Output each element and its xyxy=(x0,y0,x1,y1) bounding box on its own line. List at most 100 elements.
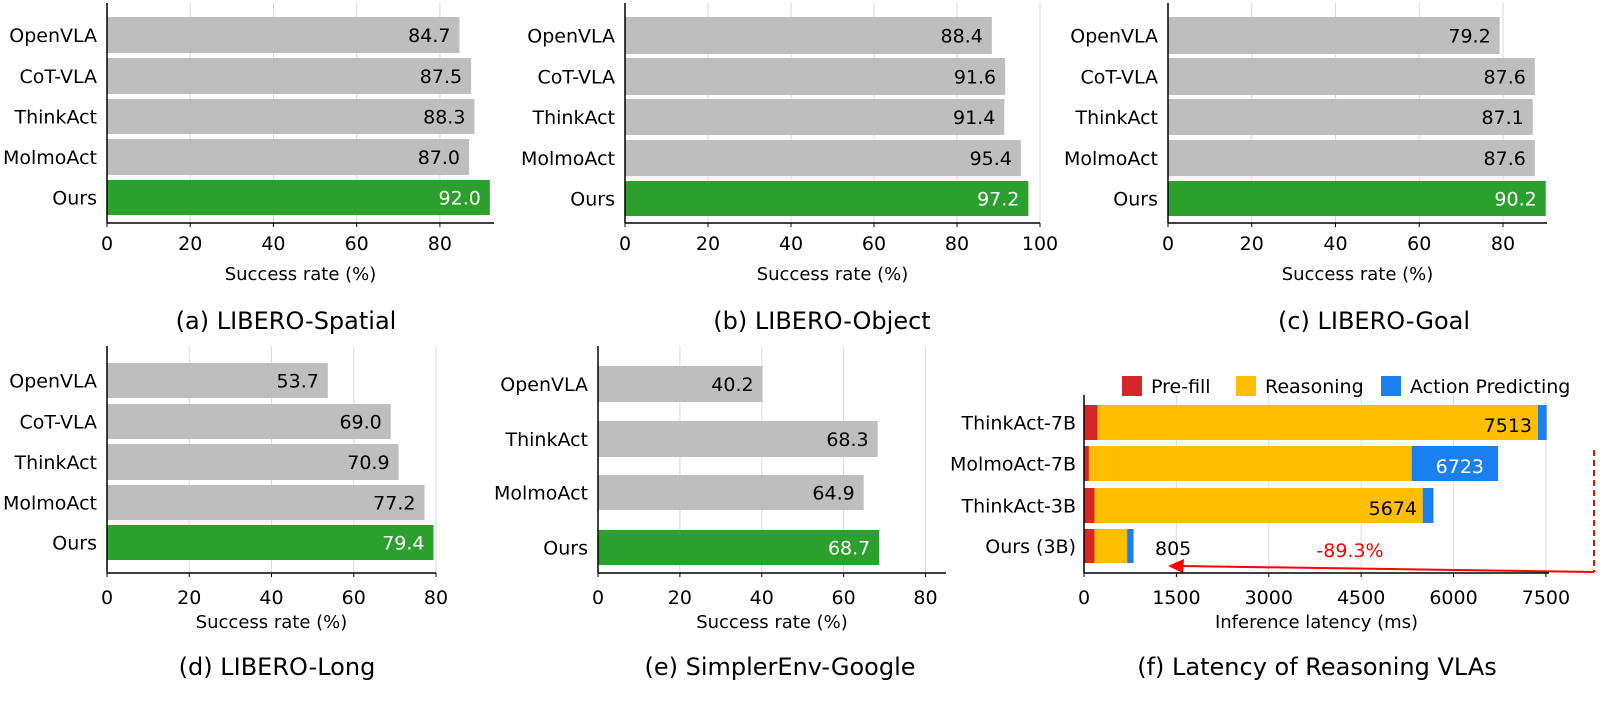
bar xyxy=(107,444,399,480)
tick-label: 3000 xyxy=(1245,587,1293,609)
value-label: 53.7 xyxy=(277,371,319,393)
category-label: MolmoAct xyxy=(3,493,97,515)
category-label: Ours xyxy=(543,538,588,560)
annotation-arrowhead xyxy=(1168,559,1184,573)
legend-swatch xyxy=(1122,376,1142,396)
category-label: MolmoAct xyxy=(1064,148,1158,170)
annotation-label: -89.3% xyxy=(1316,540,1383,562)
bar-segment-reasoning xyxy=(1094,488,1423,523)
bar xyxy=(107,58,472,94)
bar-segment-pre-fill xyxy=(1084,446,1089,481)
value-label: 6723 xyxy=(1436,456,1484,478)
x-axis-label: Success rate (%) xyxy=(696,612,848,633)
value-label: 87.6 xyxy=(1484,148,1526,170)
chart-panel-e: 40.2 OpenVLA 68.3 ThinkAct 64.9 MolmoAct 68.7 O… xyxy=(494,346,946,681)
tick-label: 40 xyxy=(261,233,285,255)
value-label: 40.2 xyxy=(711,374,753,396)
tick-label: 0 xyxy=(619,233,631,255)
tick-label: 0 xyxy=(1162,233,1174,255)
value-label: 79.4 xyxy=(382,533,424,555)
value-label: 87.5 xyxy=(420,66,462,88)
bar xyxy=(107,139,470,175)
tick-label: 20 xyxy=(178,233,202,255)
value-label: 92.0 xyxy=(439,188,481,210)
bar-highlight xyxy=(1168,181,1546,216)
tick-label: 60 xyxy=(1407,233,1431,255)
panel-title: (e) SimplerEnv-Google xyxy=(644,653,915,681)
category-label: MolmoAct-7B xyxy=(950,454,1076,476)
value-label: 88.4 xyxy=(941,26,983,48)
category-label: CoT-VLA xyxy=(19,412,97,434)
bar xyxy=(598,366,763,402)
panel-title: (f) Latency of Reasoning VLAs xyxy=(1137,653,1497,681)
tick-label: 20 xyxy=(177,587,201,609)
value-label: 97.2 xyxy=(977,189,1019,211)
bar-segment-action-predicting xyxy=(1422,488,1434,523)
category-label: ThinkAct xyxy=(531,107,615,129)
value-label: 69.0 xyxy=(339,412,381,434)
value-label: 95.4 xyxy=(970,148,1012,170)
x-axis-label: Success rate (%) xyxy=(225,264,377,285)
bar-segment-reasoning xyxy=(1097,405,1538,440)
category-label: CoT-VLA xyxy=(537,67,615,89)
panel-title: (a) LIBERO-Spatial xyxy=(176,307,397,335)
category-label: Ours xyxy=(570,189,615,211)
legend-swatch xyxy=(1381,376,1401,396)
bar xyxy=(625,140,1021,176)
bar xyxy=(625,17,992,54)
tick-label: 80 xyxy=(945,233,969,255)
value-label: 68.7 xyxy=(828,538,870,560)
value-label: 70.9 xyxy=(347,452,389,474)
tick-label: 40 xyxy=(1323,233,1347,255)
category-label: ThinkAct xyxy=(13,452,97,474)
bar-segment-pre-fill xyxy=(1084,529,1095,563)
category-label: ThinkAct xyxy=(1074,107,1158,129)
bar-highlight xyxy=(598,530,880,565)
value-label: 68.3 xyxy=(826,429,868,451)
value-label: 88.3 xyxy=(423,107,465,129)
bar-highlight xyxy=(107,525,434,560)
category-label: MolmoAct xyxy=(494,483,588,505)
tick-label: 60 xyxy=(342,587,366,609)
category-label: Ours xyxy=(52,533,97,555)
x-axis-label: Success rate (%) xyxy=(757,264,909,285)
value-label: 5674 xyxy=(1369,498,1417,520)
tick-label: 60 xyxy=(862,233,886,255)
tick-label: 60 xyxy=(832,587,856,609)
tick-label: 100 xyxy=(1022,233,1058,255)
bar-segment-action-predicting xyxy=(1411,446,1499,481)
legend-label: Reasoning xyxy=(1265,376,1364,398)
tick-label: 80 xyxy=(424,587,448,609)
x-axis-label: Success rate (%) xyxy=(196,612,348,633)
tick-label: 4500 xyxy=(1337,587,1385,609)
category-label: OpenVLA xyxy=(9,25,97,47)
tick-label: 80 xyxy=(428,233,452,255)
bar-highlight xyxy=(107,180,490,215)
tick-label: 0 xyxy=(101,587,113,609)
category-label: MolmoAct xyxy=(3,147,97,169)
bar xyxy=(107,363,328,398)
legend-label: Action Predicting xyxy=(1410,376,1570,398)
value-label: 87.0 xyxy=(418,147,460,169)
chart-panel-a: 84.7 OpenVLA 87.5 CoT-VLA 88.3 ThinkAct 87.0 Mo… xyxy=(3,3,494,335)
value-label: 805 xyxy=(1155,538,1191,560)
tick-label: 0 xyxy=(1078,587,1090,609)
chart-panel-c: 79.2 OpenVLA 87.6 CoT-VLA 87.1 ThinkAct 87.6 Mo… xyxy=(1064,3,1547,335)
category-label: Ours xyxy=(1113,189,1158,211)
x-axis-label: Success rate (%) xyxy=(1282,264,1434,285)
value-label: 64.9 xyxy=(812,483,854,505)
bar xyxy=(1168,58,1535,95)
x-axis-label: Inference latency (ms) xyxy=(1215,612,1418,633)
chart-panel-f: ThinkAct-7B MolmoAct-7B ThinkAct-3B Ours (3… xyxy=(950,376,1595,681)
bar xyxy=(107,485,425,520)
value-label: 79.2 xyxy=(1448,26,1490,48)
bar xyxy=(598,475,864,510)
bar xyxy=(1168,99,1533,135)
tick-label: 7500 xyxy=(1522,587,1570,609)
tick-label: 40 xyxy=(259,587,283,609)
tick-label: 80 xyxy=(913,587,937,609)
bar xyxy=(625,99,1005,135)
tick-label: 20 xyxy=(696,233,720,255)
bar-segment-action-predicting xyxy=(1537,405,1547,440)
value-label: 84.7 xyxy=(408,25,450,47)
